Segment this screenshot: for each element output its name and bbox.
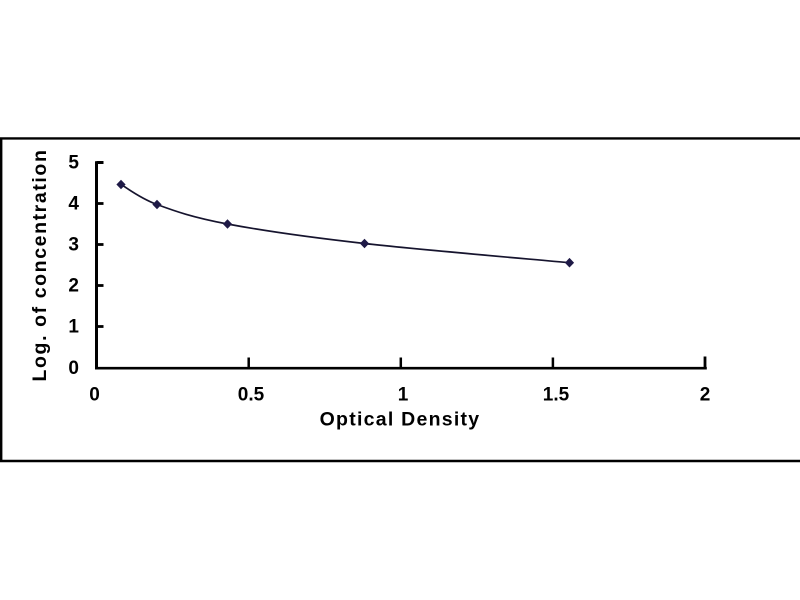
- svg-text:5: 5: [68, 152, 79, 173]
- svg-text:2: 2: [68, 275, 79, 296]
- svg-text:0: 0: [89, 385, 100, 406]
- svg-text:Optical Density: Optical Density: [320, 409, 481, 431]
- svg-text:0: 0: [68, 358, 79, 379]
- svg-text:1: 1: [68, 316, 79, 337]
- svg-text:0.5: 0.5: [238, 385, 265, 406]
- svg-text:1.5: 1.5: [543, 385, 570, 406]
- svg-text:Log. of concentration: Log. of concentration: [29, 149, 51, 382]
- svg-text:4: 4: [68, 193, 79, 214]
- svg-text:1: 1: [398, 385, 409, 406]
- svg-text:3: 3: [68, 234, 79, 255]
- svg-text:2: 2: [700, 385, 711, 406]
